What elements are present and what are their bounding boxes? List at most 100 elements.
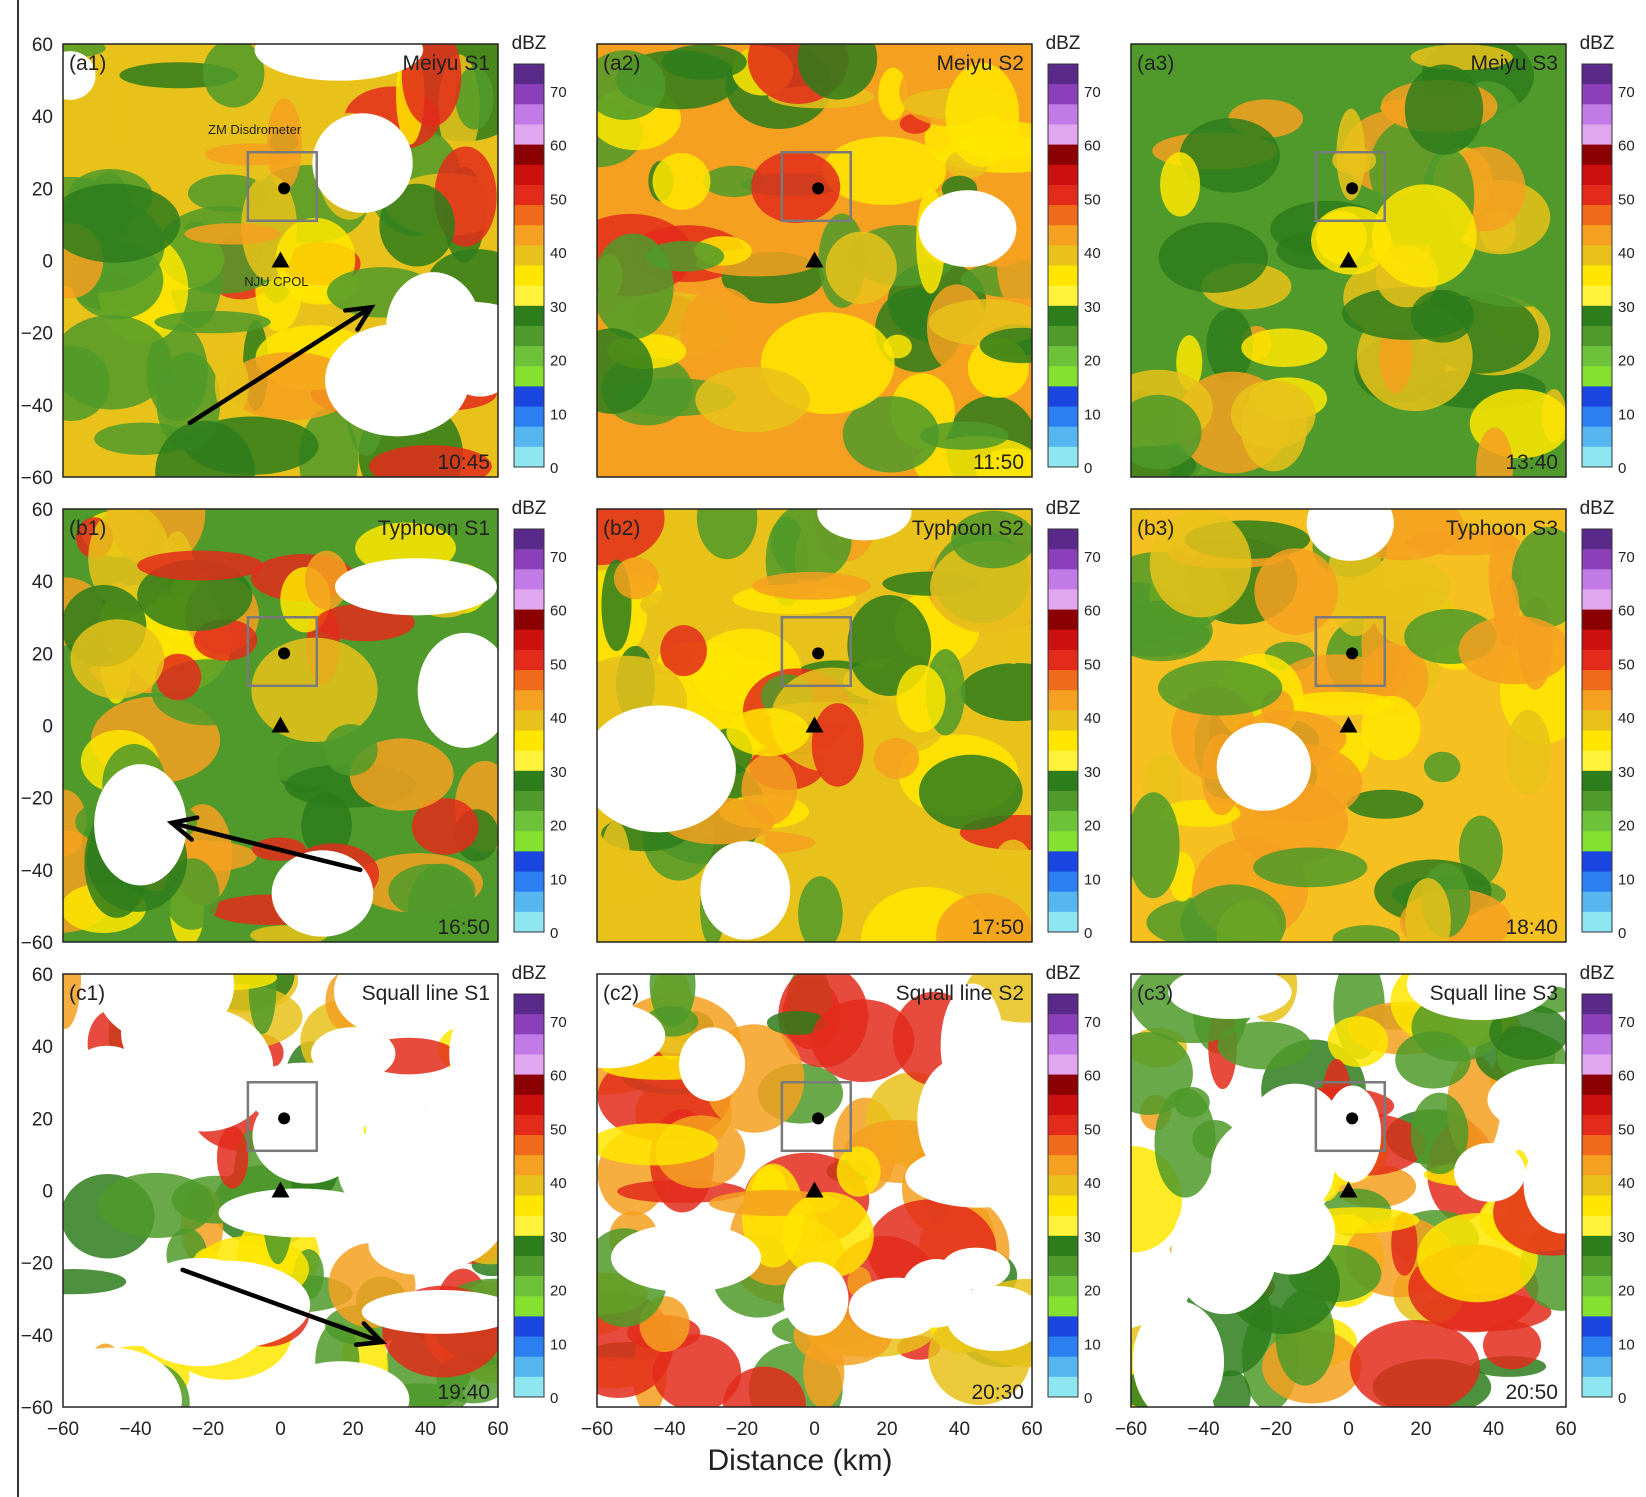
- colorbar-swatch: [1582, 891, 1612, 913]
- reflectivity-cell: [251, 637, 378, 742]
- colorbar-swatch: [514, 205, 544, 226]
- colorbar-tick: 30: [1084, 1229, 1101, 1246]
- colorbar-swatch: [1582, 1155, 1612, 1176]
- panel-time: 17:50: [971, 916, 1024, 939]
- panel-title: Typhoon S3: [1446, 517, 1558, 540]
- panel-frame: [596, 973, 1033, 1408]
- colorbar-swatch: [1048, 1034, 1078, 1055]
- reflectivity-cell: [613, 557, 659, 600]
- reflectivity-cell: [660, 625, 707, 677]
- colorbar-tick: 0: [1084, 1390, 1092, 1407]
- colorbar-swatch: [1582, 426, 1612, 448]
- colorbar-unit: dBZ: [1046, 33, 1081, 54]
- colorbar-swatch: [1582, 1114, 1612, 1136]
- no-echo-region: [334, 558, 497, 616]
- colorbar-tick: 60: [550, 1068, 567, 1085]
- colorbar-tick: 60: [550, 138, 567, 155]
- colorbar-swatch: [1048, 386, 1078, 408]
- reflectivity-cell: [873, 737, 920, 779]
- colorbar-frame: [1047, 63, 1079, 468]
- colorbar-swatch: [1048, 1376, 1078, 1398]
- colorbar-swatch: [514, 609, 544, 631]
- reflectivity-cell: [225, 352, 358, 421]
- colorbar-swatch: [1048, 1114, 1078, 1136]
- storm-motion-arrow: [166, 815, 363, 873]
- colorbar-tick: 30: [1084, 764, 1101, 781]
- y-tick-label: 0: [42, 717, 53, 738]
- panel-title: Typhoon S2: [912, 517, 1024, 540]
- colorbar-swatch: [514, 325, 544, 347]
- reflectivity-field: [63, 509, 498, 942]
- no-echo-region: [333, 974, 445, 1036]
- colorbar-tick: 40: [1084, 245, 1101, 262]
- x-tick-label: 0: [1343, 1419, 1354, 1440]
- disdrometer-marker: [812, 647, 825, 660]
- colorbar-swatch: [1048, 1276, 1078, 1297]
- colorbar-tick: 70: [1618, 84, 1635, 101]
- panel-title: Squall line S2: [896, 982, 1024, 1005]
- colorbar-tick: 0: [550, 1390, 558, 1407]
- colorbar-tick: 40: [1084, 1175, 1101, 1192]
- no-echo-region: [94, 764, 187, 886]
- colorbar-swatch: [514, 1054, 544, 1076]
- colorbar-swatch: [1048, 770, 1078, 792]
- colorbar-swatch: [1582, 589, 1612, 611]
- y-tick-label: 0: [42, 252, 53, 273]
- colorbar-swatch: [514, 1316, 544, 1338]
- colorbar-swatch: [1048, 426, 1078, 448]
- reflectivity-cell: [1253, 847, 1368, 888]
- colorbar-swatch: [514, 911, 544, 933]
- x-tick-label: 0: [809, 1419, 820, 1440]
- colorbar-swatch: [1582, 730, 1612, 752]
- colorbar-swatch: [1582, 629, 1612, 651]
- colorbar-swatch: [1582, 1376, 1612, 1398]
- no-echo-region: [1523, 1136, 1566, 1234]
- reflectivity-cell: [1154, 1088, 1216, 1198]
- no-echo-region: [312, 113, 413, 213]
- no-echo-region: [783, 1261, 849, 1336]
- no-echo-region: [417, 632, 498, 748]
- colorbar-swatch: [1582, 1336, 1612, 1358]
- disdrometer-box: [246, 1081, 318, 1153]
- colorbar-swatch: [1582, 790, 1612, 812]
- reflectivity-cell: [597, 509, 665, 566]
- x-axis-label: Distance (km): [707, 1444, 892, 1477]
- panel-b3: (b3) Typhoon S3 18:40 dBZ 70 60 50 40 30 20 10 0: [1130, 498, 1635, 943]
- colorbar-frame: [513, 528, 545, 933]
- panels-layer: (a1) Meiyu S1 10:45 ZM Disdrometer NJU CPOL 6…: [21, 33, 1635, 1440]
- panel-time: 20:30: [971, 1381, 1024, 1404]
- reflectivity-cell: [782, 1192, 874, 1279]
- no-echo-region: [121, 996, 172, 1068]
- no-echo-region: [361, 1289, 498, 1334]
- disdrometer-box: [246, 616, 318, 688]
- colorbar-swatch: [514, 104, 544, 125]
- no-echo-region: [449, 993, 498, 1114]
- y-tick-label: −60: [21, 468, 53, 489]
- colorbar-swatch: [1582, 1255, 1612, 1277]
- colorbar-swatch: [1582, 144, 1612, 166]
- colorbar-swatch: [1582, 831, 1612, 852]
- colorbar-swatch: [1048, 1356, 1078, 1378]
- radar-marker: [271, 716, 290, 733]
- colorbar-swatch: [1048, 1215, 1078, 1237]
- colorbar-swatch: [1048, 346, 1078, 367]
- panel-title: Squall line S1: [362, 982, 490, 1005]
- reflectivity-cell: [1489, 1004, 1566, 1060]
- panel-time: 16:50: [437, 916, 490, 939]
- reflectivity-cell: [1506, 709, 1551, 795]
- colorbar-tick: 50: [550, 191, 567, 208]
- colorbar-swatch: [514, 124, 544, 146]
- reflectivity-cell: [1405, 878, 1451, 942]
- no-echo-region: [437, 1111, 498, 1172]
- reflectivity-cell: [1346, 789, 1424, 819]
- colorbar-swatch: [1048, 649, 1078, 671]
- disdrometer-box: [246, 151, 318, 223]
- colorbar-swatch: [1582, 305, 1612, 327]
- reflectivity-cell: [1361, 695, 1421, 761]
- y-tick-label: −40: [21, 861, 53, 882]
- colorbar-swatch: [1582, 811, 1612, 832]
- y-tick-label: 20: [32, 1109, 53, 1130]
- colorbar-tick: 40: [1618, 1175, 1635, 1192]
- colorbar-swatch: [514, 1255, 544, 1277]
- disdrometer-marker: [278, 1112, 291, 1125]
